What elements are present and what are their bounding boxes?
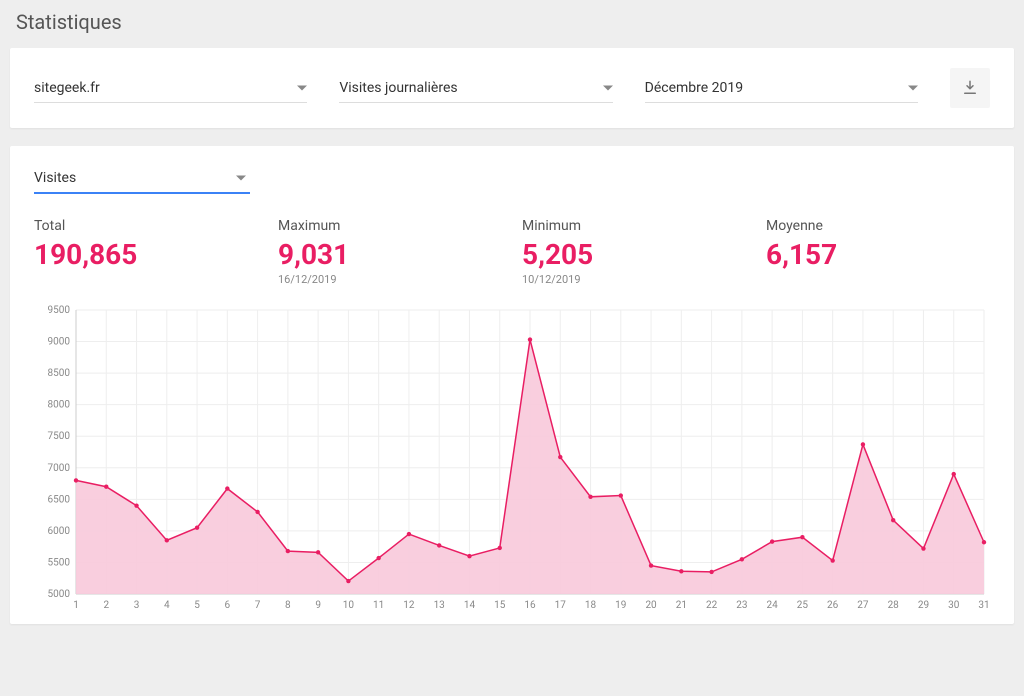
- svg-text:5000: 5000: [48, 589, 71, 600]
- stat-value: 9,031: [278, 238, 502, 271]
- svg-text:24: 24: [767, 600, 779, 611]
- svg-text:25: 25: [797, 600, 809, 611]
- svg-text:30: 30: [948, 600, 960, 611]
- stat-value: 5,205: [522, 238, 746, 271]
- svg-text:22: 22: [706, 600, 718, 611]
- period-select[interactable]: Décembre 2019: [645, 74, 918, 103]
- svg-text:16: 16: [524, 600, 536, 611]
- svg-text:2: 2: [103, 600, 109, 611]
- svg-text:1: 1: [73, 600, 79, 611]
- stat-label: Maximum: [278, 218, 502, 234]
- svg-text:17: 17: [555, 600, 567, 611]
- svg-text:31: 31: [978, 600, 989, 611]
- stat-value: 6,157: [766, 238, 990, 271]
- download-icon: [961, 79, 979, 97]
- svg-text:23: 23: [736, 600, 747, 611]
- stat-label: Minimum: [522, 218, 746, 234]
- visits-select-value: Visites: [34, 170, 76, 186]
- stat-value: 190,865: [34, 238, 258, 271]
- period-select-value: Décembre 2019: [645, 80, 744, 96]
- stat-label: Moyenne: [766, 218, 990, 234]
- visits-chart: 5000 5500 6000 6500 7000 7500 8000 8500 9000 9500…: [34, 304, 990, 614]
- stat-min: Minimum 5,205 10/12/2019: [522, 218, 746, 286]
- svg-text:18: 18: [585, 600, 597, 611]
- chevron-down-icon: [236, 176, 246, 181]
- svg-text:21: 21: [676, 600, 687, 611]
- svg-text:9500: 9500: [48, 305, 71, 316]
- svg-text:7500: 7500: [48, 431, 71, 442]
- visits-select[interactable]: Visites: [34, 164, 250, 194]
- svg-text:19: 19: [615, 600, 626, 611]
- site-select[interactable]: sitegeek.fr: [34, 74, 307, 103]
- svg-text:6: 6: [225, 600, 231, 611]
- svg-text:20: 20: [645, 600, 657, 611]
- stat-label: Total: [34, 218, 258, 234]
- svg-text:10: 10: [343, 600, 355, 611]
- svg-text:27: 27: [857, 600, 869, 611]
- svg-text:6000: 6000: [48, 526, 71, 537]
- page-title: Statistiques: [0, 0, 1024, 48]
- stat-avg: Moyenne 6,157: [766, 218, 990, 286]
- svg-text:3: 3: [134, 600, 140, 611]
- filters-card: sitegeek.fr Visites journalières Décembr…: [10, 48, 1014, 128]
- svg-text:4: 4: [164, 600, 170, 611]
- svg-text:8: 8: [285, 600, 291, 611]
- metric-select[interactable]: Visites journalières: [339, 74, 612, 103]
- site-select-value: sitegeek.fr: [34, 80, 100, 96]
- svg-text:8000: 8000: [48, 400, 71, 411]
- stat-date: 10/12/2019: [522, 273, 746, 286]
- download-button[interactable]: [950, 68, 990, 108]
- stat-total: Total 190,865: [34, 218, 258, 286]
- svg-text:8500: 8500: [48, 368, 71, 379]
- svg-text:7000: 7000: [48, 463, 71, 474]
- svg-text:9: 9: [315, 600, 321, 611]
- chevron-down-icon: [908, 85, 918, 90]
- svg-text:5500: 5500: [48, 557, 71, 568]
- svg-text:7: 7: [255, 600, 261, 611]
- svg-text:5: 5: [194, 600, 200, 611]
- chevron-down-icon: [297, 85, 307, 90]
- chart-card: Visites Total 190,865 Maximum 9,031 16/1…: [10, 146, 1014, 624]
- chevron-down-icon: [603, 85, 613, 90]
- svg-text:14: 14: [464, 600, 476, 611]
- stats-row: Total 190,865 Maximum 9,031 16/12/2019 M…: [34, 218, 990, 286]
- metric-select-value: Visites journalières: [339, 80, 457, 96]
- svg-text:13: 13: [434, 600, 445, 611]
- stat-date: 16/12/2019: [278, 273, 502, 286]
- stat-max: Maximum 9,031 16/12/2019: [278, 218, 502, 286]
- svg-text:28: 28: [888, 600, 900, 611]
- svg-text:29: 29: [918, 600, 929, 611]
- svg-text:15: 15: [494, 600, 506, 611]
- svg-text:6500: 6500: [48, 494, 71, 505]
- svg-text:12: 12: [403, 600, 415, 611]
- svg-text:11: 11: [373, 600, 384, 611]
- svg-text:26: 26: [827, 600, 839, 611]
- svg-text:9000: 9000: [48, 337, 71, 348]
